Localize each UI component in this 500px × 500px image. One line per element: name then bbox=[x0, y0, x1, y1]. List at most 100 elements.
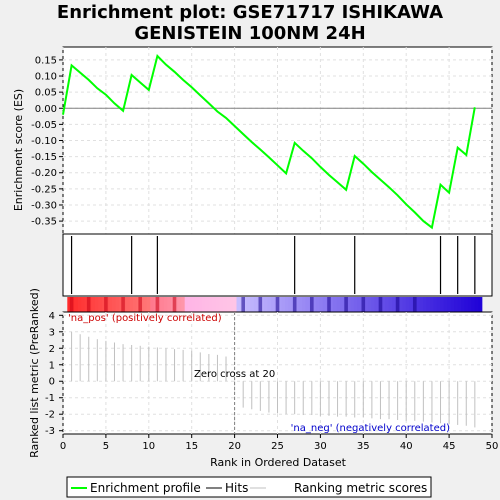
color-bar-stripe bbox=[292, 297, 297, 312]
es-y-tick-label: -0.10 bbox=[31, 136, 57, 147]
x-tick-label: 45 bbox=[443, 441, 456, 452]
es-curve bbox=[62, 54, 476, 230]
color-bar-segment bbox=[208, 297, 213, 312]
color-bar-segment bbox=[461, 297, 466, 312]
color-bar-segment bbox=[357, 297, 362, 312]
x-tick-label: 10 bbox=[142, 441, 155, 452]
es-y-tick-label: 0.10 bbox=[35, 72, 57, 83]
x-tick-label: 50 bbox=[486, 441, 499, 452]
metric-y-tick-label: 0 bbox=[49, 377, 55, 388]
color-bar-segment bbox=[215, 297, 220, 312]
color-bar-segment bbox=[385, 297, 390, 312]
color-bar-segment bbox=[198, 297, 203, 312]
color-bar-stripe bbox=[327, 297, 331, 312]
color-bar-segment bbox=[423, 297, 428, 312]
color-bar-segment bbox=[350, 297, 355, 312]
color-bar-stripe bbox=[258, 297, 263, 312]
color-bar-stripe bbox=[121, 297, 125, 312]
color-bar-segment bbox=[474, 297, 479, 312]
color-bar-segment bbox=[126, 297, 131, 312]
color-bar-segment bbox=[454, 297, 459, 312]
color-bar-stripe bbox=[275, 297, 280, 312]
color-bar-segment bbox=[402, 297, 407, 312]
color-bar-stripe bbox=[69, 297, 74, 312]
color-bar-segment bbox=[467, 297, 472, 312]
x-ticks: 0 5 10 15 20 25 30 35 40 45 50 bbox=[60, 434, 499, 452]
color-bar-segment bbox=[108, 297, 113, 312]
es-y-tick-label: 0.15 bbox=[35, 55, 57, 66]
color-bar-segment bbox=[333, 297, 338, 312]
color-bar-segment bbox=[381, 297, 386, 312]
color-bar-segment bbox=[429, 297, 434, 312]
es-grid bbox=[62, 47, 493, 234]
color-bar-segment bbox=[347, 297, 352, 312]
color-bar-segment bbox=[336, 297, 341, 312]
color-bar-segment bbox=[464, 297, 469, 312]
legend-es-label: Enrichment profile bbox=[90, 481, 201, 495]
color-bar-segment bbox=[226, 297, 231, 312]
color-bar-segment bbox=[143, 297, 148, 312]
color-bar-segment bbox=[353, 297, 358, 312]
color-bar-segment bbox=[164, 297, 169, 312]
color-bar-segment bbox=[98, 297, 103, 312]
color-bar-segment bbox=[250, 297, 255, 312]
color-bar-segment bbox=[284, 297, 289, 312]
es-y-tick-label: -0.20 bbox=[31, 168, 57, 179]
metric-y-tick-label: 1 bbox=[49, 360, 55, 371]
chart-title-line1: Enrichment plot: GSE71717 ISHIKAWA bbox=[57, 2, 443, 23]
es-y-tick-label: -0.35 bbox=[31, 217, 57, 228]
legend-box bbox=[66, 476, 432, 498]
color-bar-segment bbox=[391, 297, 396, 312]
chart-title-line2: GENISTEIN 100NM 24H bbox=[134, 23, 365, 44]
color-bar-segment bbox=[388, 297, 393, 312]
metric-bars bbox=[71, 331, 476, 428]
color-bar-segment bbox=[67, 297, 72, 312]
color-bar-stripe bbox=[155, 297, 160, 312]
hits-group bbox=[70, 236, 476, 294]
color-bar-segment bbox=[264, 297, 269, 312]
legend-hits-label: Hits bbox=[225, 481, 248, 495]
color-bar-segment bbox=[278, 297, 283, 312]
color-bar-segment bbox=[205, 297, 210, 312]
zero-cross-label: Zero cross at 20 bbox=[194, 369, 275, 380]
color-bar-stripe bbox=[138, 297, 142, 312]
color-bar-stripe bbox=[413, 297, 417, 312]
color-bar-segment bbox=[167, 297, 172, 312]
color-bar-segment bbox=[398, 297, 403, 312]
es-y-tick-label: 0.05 bbox=[35, 88, 57, 99]
positive-label: 'na_pos' (positively correlated) bbox=[68, 313, 222, 324]
color-bar-segment bbox=[132, 297, 137, 312]
color-bar-segment bbox=[319, 297, 324, 312]
color-bar-segment bbox=[233, 297, 238, 312]
color-bar-segment bbox=[260, 297, 265, 312]
color-bar-segment bbox=[94, 297, 99, 312]
color-bar-stripe bbox=[395, 297, 400, 312]
color-bar-segment bbox=[253, 297, 258, 312]
color-bar-segment bbox=[364, 297, 369, 312]
color-bar-segment bbox=[243, 297, 248, 312]
legend-metric-label: Ranking metric scores bbox=[294, 481, 427, 495]
color-bar-segment bbox=[112, 297, 117, 312]
color-bar-segment bbox=[315, 297, 320, 312]
x-tick-label: 25 bbox=[271, 441, 284, 452]
color-bar-segment bbox=[246, 297, 251, 312]
es-y-ticks: 0.15 0.10 0.05 0.00 -0.05 -0.10 -0.15 -0.20 -0.2… bbox=[31, 55, 63, 228]
x-tick-label: 15 bbox=[185, 441, 198, 452]
color-bar-segment bbox=[219, 297, 224, 312]
color-bar-segment bbox=[222, 297, 227, 312]
color-bar-segment bbox=[440, 297, 445, 312]
color-bar-segment bbox=[115, 297, 120, 312]
x-tick-label: 20 bbox=[228, 441, 241, 452]
color-bar-segment bbox=[450, 297, 455, 312]
color-bar-segment bbox=[312, 297, 317, 312]
es-y-tick-label: -0.15 bbox=[31, 152, 57, 163]
metric-y-tick-label: -2 bbox=[45, 410, 55, 421]
color-bar-segment bbox=[433, 297, 438, 312]
metric-y-label: Ranked list metric (PreRanked) bbox=[28, 288, 41, 458]
color-bar-segment bbox=[322, 297, 327, 312]
color-bar-segment bbox=[374, 297, 379, 312]
color-bar-segment bbox=[177, 297, 182, 312]
x-tick-label: 5 bbox=[103, 441, 109, 452]
color-bar-segment bbox=[129, 297, 134, 312]
color-bar-segment bbox=[150, 297, 155, 312]
